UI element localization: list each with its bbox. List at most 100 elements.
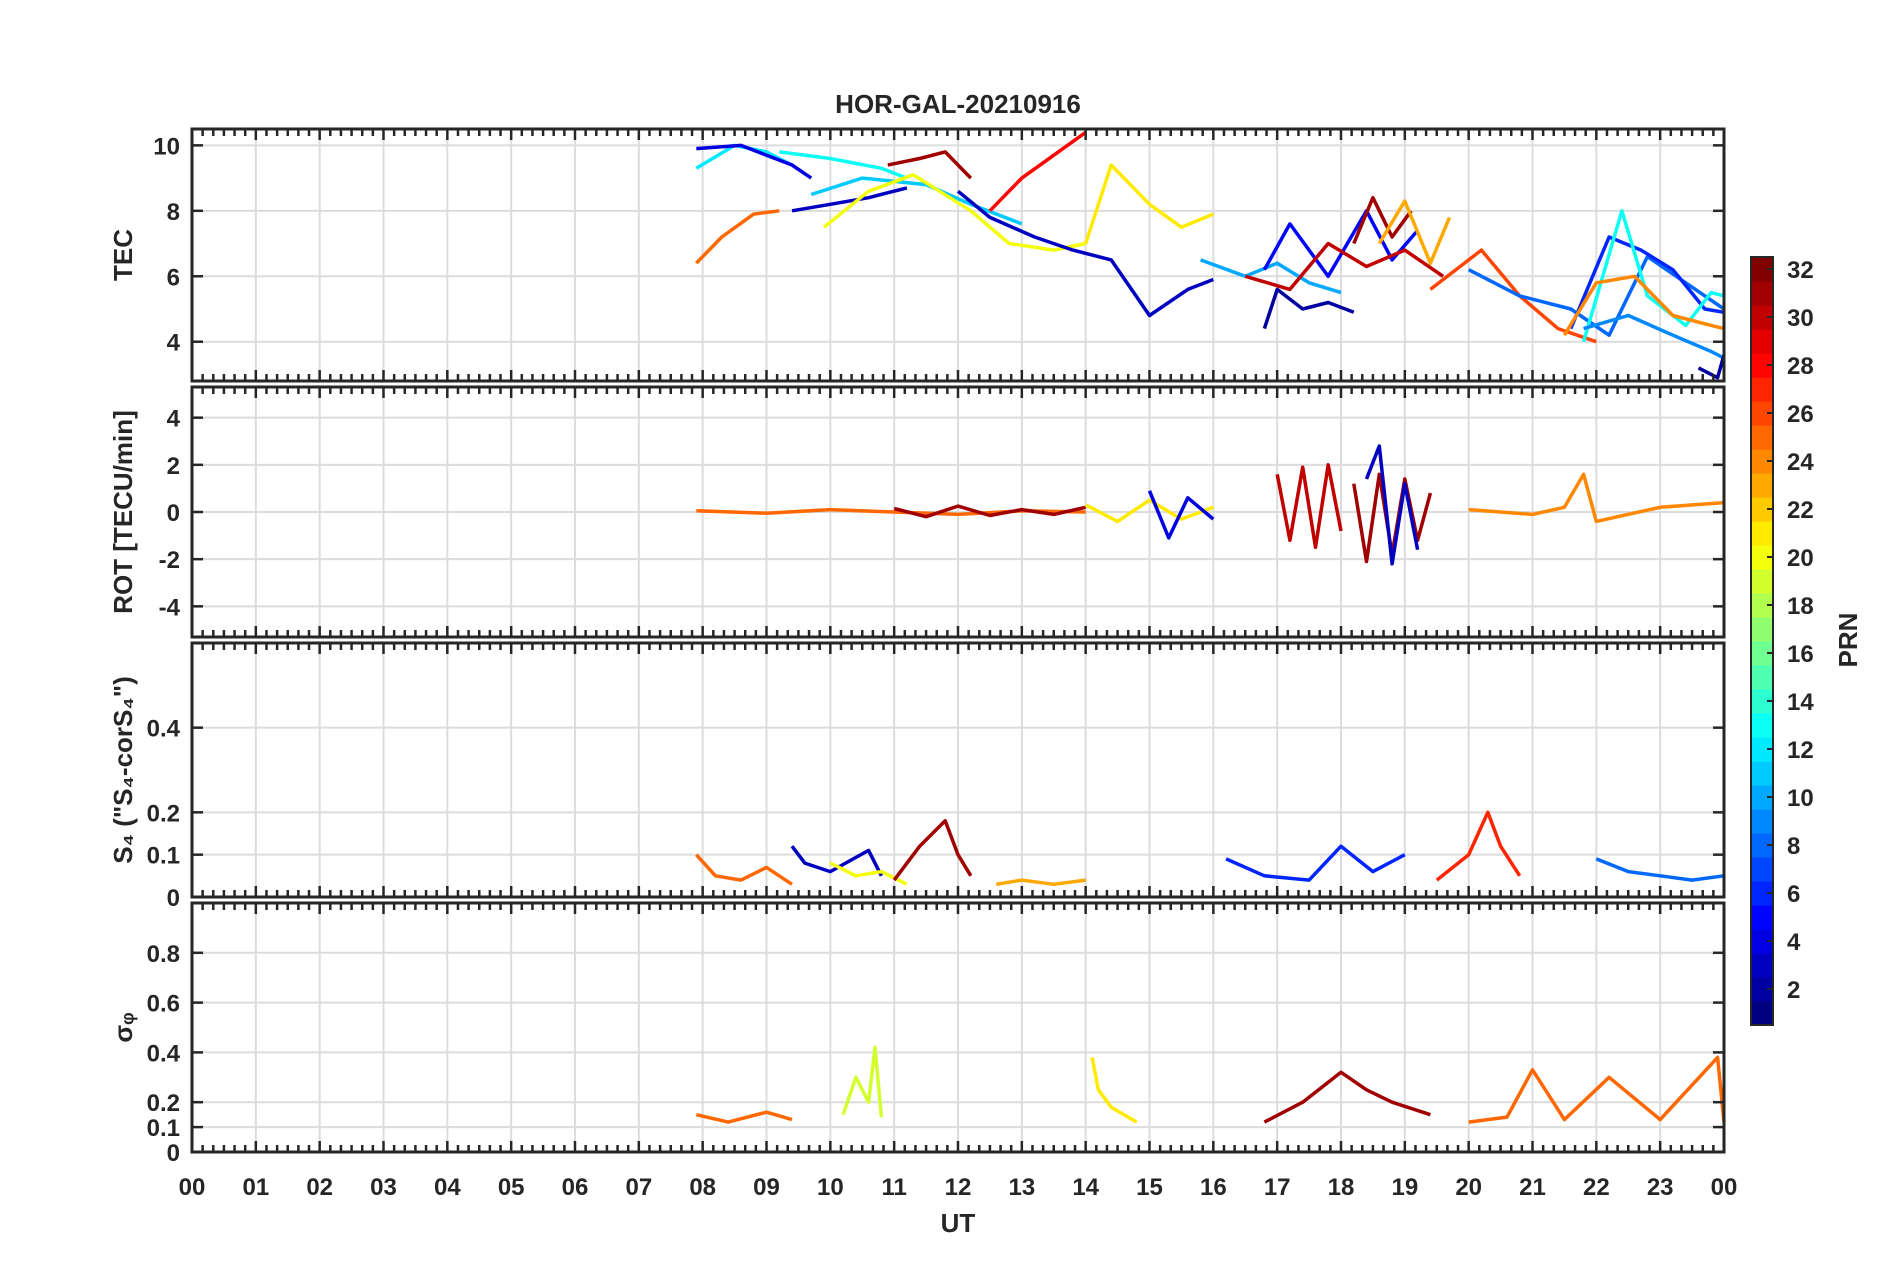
colorbar-tick-label: 30 [1787,305,1814,332]
axes-box [190,641,1726,899]
colorbar-segment [1751,1001,1773,1026]
x-tick-labels: 00 01 02 03 04 05 06 07 08 09 10 11 12 13 14 15 16 17 18 19… [179,1174,1738,1201]
series-line-prn-31 [887,150,973,180]
x-tick-label: 12 [945,1174,972,1201]
x-tick-label: 00 [1711,1174,1738,1201]
colorbar-segment [1751,857,1773,882]
y-tick-label: 0.2 [147,800,180,827]
series-line-prn-25 [695,1110,793,1124]
chart-title: HOR-GAL-20210916 [835,89,1081,119]
colorbar-segment [1751,641,1773,666]
colorbar-segment [1751,425,1773,450]
series-line-prn-31 [1352,195,1413,245]
colorbar-segment [1751,377,1773,402]
colorbar-segment [1751,353,1773,378]
colorbar-segment [1751,665,1773,690]
colorbar-segment [1751,329,1773,354]
colorbar-segment [1751,761,1773,786]
series-line-prn-13 [779,150,908,180]
y-axis-label: S₄ ("S₄-corS₄") [108,676,138,864]
x-tick-label: 16 [1200,1174,1227,1201]
series-group [695,130,1726,380]
panel-4: 00.10.2 0.4 0.6 0.8 σᵩ [108,901,1726,1167]
x-tick-label: 17 [1264,1174,1291,1201]
series-group [695,810,1725,887]
colorbar-tick-label: 16 [1787,641,1814,668]
colorbar-segment [1751,953,1773,978]
series-line-prn-24 [1468,472,1725,524]
y-axis-label: σᵩ [108,1012,138,1042]
x-tick-label: 22 [1583,1174,1610,1201]
y-tick-label: 10 [153,133,180,160]
y-tick-label: 4 [167,406,181,433]
y-tick-label: 0.1 [147,1115,180,1142]
colorbar-segment [1751,689,1773,714]
y-axis-label: ROT [TECU/min] [108,410,138,614]
colorbar-tick-label: 4 [1787,929,1801,956]
colorbar-segment [1751,257,1773,282]
colorbar-tick-label: 26 [1787,401,1814,428]
series-line-prn-3 [956,189,1214,318]
colorbar-label: PRN [1833,613,1863,668]
series-line-prn-6 [1569,235,1725,330]
axes-box [190,127,1726,383]
y-tick-label: -2 [159,547,180,574]
y-tick-label: 0.1 [147,843,180,870]
x-tick-label: 07 [625,1174,652,1201]
y-tick-label: 6 [167,264,180,291]
y-tick-label: 0.8 [147,941,180,968]
series-line-prn-2 [1262,287,1355,330]
y-tick-label: 0 [167,885,180,912]
x-tick-label: 23 [1647,1174,1674,1201]
y-tick-label: 4 [167,330,181,357]
axes-box [190,901,1726,1154]
series-line-prn-25 [1468,1055,1726,1124]
series-line-prn-31 [1263,1070,1431,1124]
colorbar-tick-label: 18 [1787,593,1814,620]
axes-box [190,385,1726,639]
y-tick-label: 0.6 [147,991,180,1018]
colorbar-tick-label: 6 [1787,881,1800,908]
y-axis-label: TEC [108,229,138,281]
series-line-prn-25 [695,853,793,886]
colorbar-tick-label: 32 [1787,257,1814,284]
colorbar-tick-label: 2 [1787,977,1800,1004]
panel-1: 4 6 8 10 TEC [108,127,1726,383]
y-tick-label: 0.4 [147,1040,181,1067]
x-tick-label: 13 [1008,1174,1035,1201]
panel-3: 0 0.1 0.2 0.4 S₄ ("S₄-corS₄") [108,641,1726,912]
y-tick-label: 0 [167,500,180,527]
x-tick-label: 21 [1519,1174,1546,1201]
colorbar-segment [1751,833,1773,858]
series-line-prn-24 [1562,274,1725,337]
colorbar-tick-label: 8 [1787,833,1800,860]
colorbar-segment [1751,977,1773,1002]
colorbar-tick-label: 20 [1787,545,1814,572]
series-group [695,1045,1726,1124]
x-tick-label: 05 [498,1174,525,1201]
colorbar-segment [1751,521,1773,546]
colorbar-segment [1751,737,1773,762]
series-line-prn-4 [1147,490,1215,540]
x-tick-label: 03 [370,1174,397,1201]
colorbar-tick-label: 12 [1787,737,1814,764]
colorbar-segment [1751,305,1773,330]
x-axis-label: UT [941,1208,976,1238]
series-line-prn-9 [1583,313,1725,360]
x-tick-label: 09 [753,1174,780,1201]
colorbar-segment [1751,281,1773,306]
x-tick-label: 10 [817,1174,844,1201]
colorbar-segment [1751,881,1773,906]
series-line-prn-10 [1199,258,1342,295]
series-group [696,444,1725,566]
series-line-prn-3 [1364,444,1420,566]
panel-2: -4 -2 0 2 4 ROT [TECU/min] [108,385,1726,639]
colorbar-segment [1751,497,1773,522]
colorbar-segment [1751,569,1773,594]
y-tick-label: 0 [167,1140,180,1167]
x-tick-label: 04 [434,1174,461,1201]
series-line-prn-19 [841,1045,884,1118]
minor-ticks [190,387,1726,637]
colorbar-tick-label: 24 [1787,449,1814,476]
